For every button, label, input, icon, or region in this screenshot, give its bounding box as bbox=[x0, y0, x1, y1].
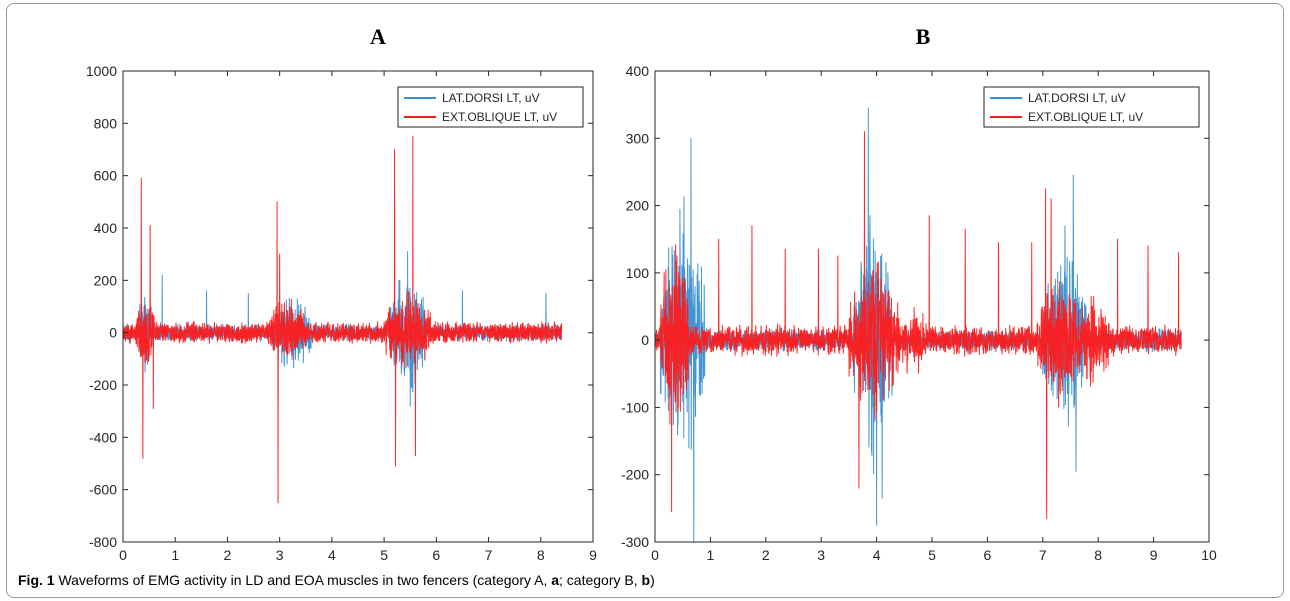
plot-area bbox=[123, 71, 593, 542]
caption-bold-a: a bbox=[551, 572, 560, 588]
legend-label: EXT.OBLIQUE LT, uV bbox=[1028, 110, 1143, 124]
y-tick-label: -100 bbox=[621, 399, 649, 415]
y-tick-label: 400 bbox=[94, 220, 118, 236]
y-tick-label: -800 bbox=[89, 534, 117, 550]
traces bbox=[123, 135, 563, 504]
x-tick-label: 3 bbox=[817, 547, 825, 563]
chart-title: A bbox=[370, 24, 386, 49]
legend-box bbox=[397, 86, 584, 128]
legend-label: LAT.DORSI LT, uV bbox=[442, 91, 540, 105]
x-tick-label: 8 bbox=[1094, 547, 1102, 563]
x-tick-label: 3 bbox=[276, 547, 284, 563]
figure-caption: Fig. 1 Waveforms of EMG activity in LD a… bbox=[18, 572, 655, 588]
y-tick-label: -600 bbox=[89, 482, 117, 498]
figure-frame bbox=[6, 3, 1284, 598]
y-tick-label: 400 bbox=[626, 63, 650, 79]
chart-panel-B: B 0 1 2 3 4 5 6 7 8 9 10 -300 -200 -100 0 100 200 300 400 LA… bbox=[621, 24, 1217, 563]
y-tick-label: 100 bbox=[626, 265, 650, 281]
y-tick-label: -300 bbox=[621, 534, 649, 550]
x-tick-label: 7 bbox=[1039, 547, 1047, 563]
plot-area bbox=[655, 71, 1209, 542]
legend-box bbox=[983, 86, 1200, 128]
x-tick-label: 4 bbox=[873, 547, 881, 563]
x-tick-label: 8 bbox=[537, 547, 545, 563]
x-tick-label: 2 bbox=[762, 547, 770, 563]
y-tick-label: 200 bbox=[94, 272, 118, 288]
y-tick-label: 300 bbox=[626, 130, 650, 146]
y-tick-label: -200 bbox=[89, 377, 117, 393]
x-tick-label: 1 bbox=[707, 547, 715, 563]
y-tick-label: -200 bbox=[621, 467, 649, 483]
x-tick-label: 0 bbox=[651, 547, 659, 563]
x-tick-label: 9 bbox=[589, 547, 597, 563]
series-line-1 bbox=[655, 131, 1182, 519]
legend-label: LAT.DORSI LT, uV bbox=[1028, 91, 1126, 105]
x-tick-label: 9 bbox=[1150, 547, 1158, 563]
legend-label: EXT.OBLIQUE LT, uV bbox=[442, 110, 557, 124]
chart-panel-A: A 0 1 2 3 4 5 6 7 8 9 -800 -600 -400 -200 0 200 400 600 800… bbox=[86, 24, 597, 563]
axes-box bbox=[122, 70, 594, 543]
legend: LAT.DORSI LT, uV EXT.OBLIQUE LT, uV bbox=[397, 86, 584, 128]
x-tick-label: 7 bbox=[485, 547, 493, 563]
caption-text-2: ; category B, bbox=[559, 572, 642, 588]
traces bbox=[655, 107, 1182, 542]
x-tick-label: 6 bbox=[432, 547, 440, 563]
x-tick-label: 5 bbox=[380, 547, 388, 563]
y-tick-label: 200 bbox=[626, 198, 650, 214]
legend: LAT.DORSI LT, uV EXT.OBLIQUE LT, uV bbox=[983, 86, 1200, 128]
y-tick-label: -400 bbox=[89, 429, 117, 445]
y-tick-label: 0 bbox=[109, 325, 117, 341]
y-tick-label: 1000 bbox=[86, 63, 117, 79]
x-tick-label: 5 bbox=[928, 547, 936, 563]
x-tick-label: 0 bbox=[119, 547, 127, 563]
y-tick-label: 800 bbox=[94, 115, 118, 131]
x-tick-label: 2 bbox=[224, 547, 232, 563]
y-tick-label: 0 bbox=[641, 332, 649, 348]
caption-text-3: ) bbox=[650, 572, 655, 588]
caption-bold-b: b bbox=[641, 572, 651, 588]
caption-text-1: Waveforms of EMG activity in LD and EOA … bbox=[54, 572, 552, 588]
chart-title: B bbox=[916, 24, 931, 49]
caption-label: Fig. 1 bbox=[18, 572, 55, 588]
y-tick-label: 600 bbox=[94, 168, 118, 184]
x-tick-label: 1 bbox=[171, 547, 179, 563]
series-line-1 bbox=[123, 135, 563, 504]
x-tick-label: 4 bbox=[328, 547, 336, 563]
x-tick-label: 6 bbox=[984, 547, 992, 563]
x-tick-label: 10 bbox=[1201, 547, 1217, 563]
